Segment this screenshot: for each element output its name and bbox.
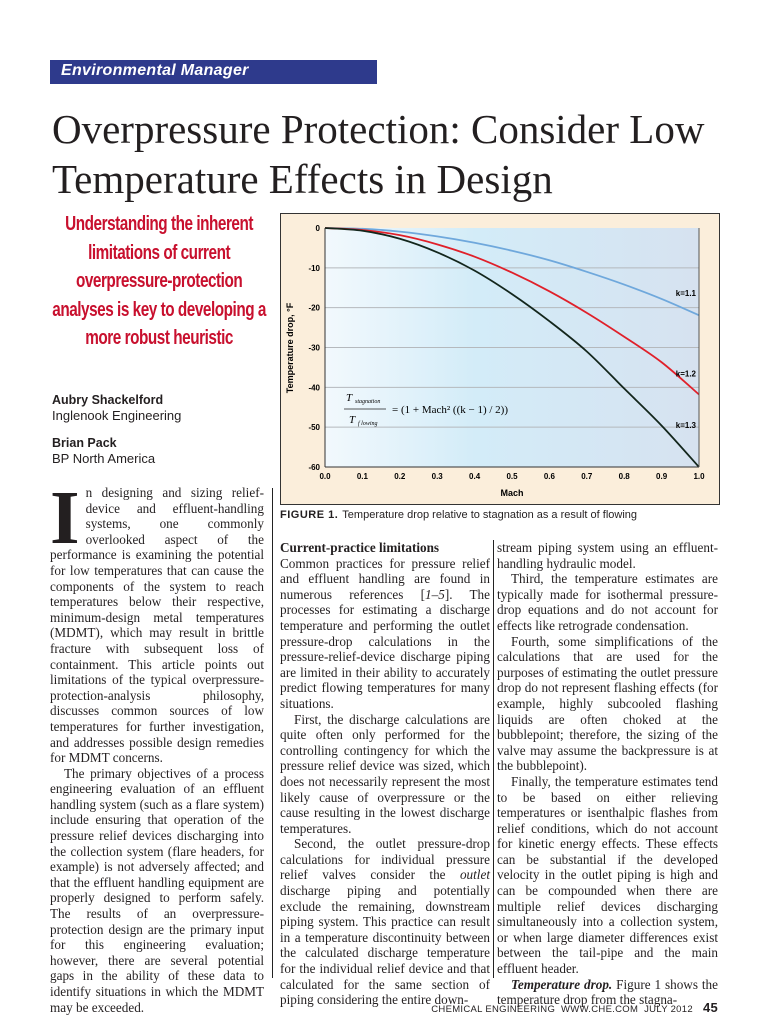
column-divider [272,488,273,978]
figure-label: FIGURE 1. [280,509,339,521]
text-run: Finally, the temperature estimates tend … [497,773,718,977]
text-run: Third, the temperature estimates are typ… [497,571,718,633]
author-name: Brian Pack [52,436,117,450]
eq-den-sub: f lowing [358,420,378,427]
x-tick-label: 0.9 [656,472,668,481]
y-tick-label: 0 [316,224,321,233]
section-heading: Current-practice limitations [280,540,440,555]
eq-den: T [349,414,356,426]
figure-1-chart: k=1.1 k=1.2 k=1.3 0 -10 -20 -30 -40 -50 -60 0.0 0.1… [280,213,720,505]
text-run: Fourth, some simplifications of the calc… [497,633,718,774]
text-run: stream piping system using an effluent-h… [497,540,718,571]
y-tick-label: -40 [308,383,320,392]
text-run: Figure 1 shows the temperature drop from… [497,976,718,1008]
x-tick-label: 0.8 [619,472,631,481]
body-column-1: I n designing and sizing relief-device a… [50,476,264,1016]
italic-text: outlet [459,867,490,883]
x-tick-label: 0.0 [319,472,331,481]
y-tick-label: -10 [308,264,320,273]
x-tick-label: 0.1 [357,472,369,481]
text-run: First, the discharge calculations are qu… [280,711,490,836]
page-footer: CHEMICAL ENGINEERING WWW.CHE.COM JULY 20… [431,1000,718,1015]
figure-caption-text: Temperature drop relative to stagnation … [342,509,638,521]
x-tick-label: 0.2 [394,472,406,481]
x-tick-label: 0.5 [506,472,518,481]
paragraph: First, the discharge calculations are qu… [280,712,490,837]
text-run: n designing and sizing relief-device and… [50,485,264,766]
paragraph: Third, the temperature estimates are typ… [497,571,718,633]
italic-text: 1–5 [425,586,445,602]
footer-website: WWW.CHE.COM [561,1004,639,1015]
paragraph: n designing and sizing relief-device and… [50,485,264,766]
article-deck: Understanding the inherent limitations o… [52,213,266,349]
author-2: Brian Pack BP North America [52,435,155,467]
author-affiliation: BP North America [52,451,156,466]
y-tick-label: -30 [308,344,320,353]
footer-date: JULY 2012 [644,1004,693,1015]
body-column-2: Current-practice limitations Common prac… [280,540,490,1008]
footer-publication: CHEMICAL ENGINEERING [431,1004,556,1015]
x-tick-label: 0.7 [581,472,593,481]
column-divider [493,540,494,978]
figure-caption: FIGURE 1. Temperature drop relative to st… [280,509,637,521]
x-axis-label: Mach [500,488,523,498]
section-banner-label: Environmental Manager [61,62,249,79]
drop-cap: I [50,476,80,560]
text-run: discharge piping and potentially exclude… [280,883,490,1008]
paragraph: The primary objectives of a process engi… [50,766,264,1016]
eq-rhs: = (1 + Mach² ((k − 1) / 2)) [392,404,508,416]
y-tick-label: -50 [308,423,320,432]
x-tick-label: 0.3 [432,472,444,481]
y-tick-label: -20 [308,304,320,313]
author-1: Aubry Shackelford Inglenook Engineering [52,392,181,424]
paragraph: Fourth, some simplifications of the calc… [497,634,718,774]
x-tick-label: 0.6 [544,472,556,481]
author-name: Aubry Shackelford [52,393,164,407]
text-run: Common practices for pressure relief and… [280,555,490,602]
x-tick-label: 0.4 [469,472,481,481]
paragraph: Common practices for pressure relief and… [280,556,490,712]
text-run: The primary objectives of a process engi… [50,765,264,1015]
article-title: Overpressure Protection: Consider Low Te… [52,106,705,202]
text-run: Second, the outlet pressure-drop calcula… [280,836,490,883]
page-number: 45 [702,1000,718,1015]
run-in-heading: Temperature drop. [511,976,613,992]
text-run: ]. The processes for estimating a discha… [280,586,490,711]
body-column-3: stream piping system using an effluent-h… [497,540,718,1008]
section-banner: Environmental Manager [50,60,377,84]
author-affiliation: Inglenook Engineering [52,408,182,423]
equation: T stagnation T f lowing = (1 + Mach² ((k… [344,392,508,427]
eq-num-sub: stagnation [355,399,380,405]
paragraph: Temperature drop. Figure 1 shows the tem… [497,977,718,1008]
series-line-k-1-2 [324,227,700,396]
y-tick-label: -60 [308,463,320,472]
series-label: k=1.3 [676,421,697,430]
series-label: k=1.2 [676,370,697,379]
y-axis-label: Temperature drop, °F [285,302,295,393]
series-line-k-1-3 [324,227,700,468]
paragraph: stream piping system using an effluent-h… [497,540,718,571]
paragraph: Finally, the temperature estimates tend … [497,774,718,977]
x-tick-label: 1.0 [693,472,705,481]
series-label: k=1.1 [676,289,697,298]
series-line-k-1-1 [324,227,700,317]
paragraph: Second, the outlet pressure-drop calcula… [280,836,490,1008]
eq-num: T [346,392,353,404]
